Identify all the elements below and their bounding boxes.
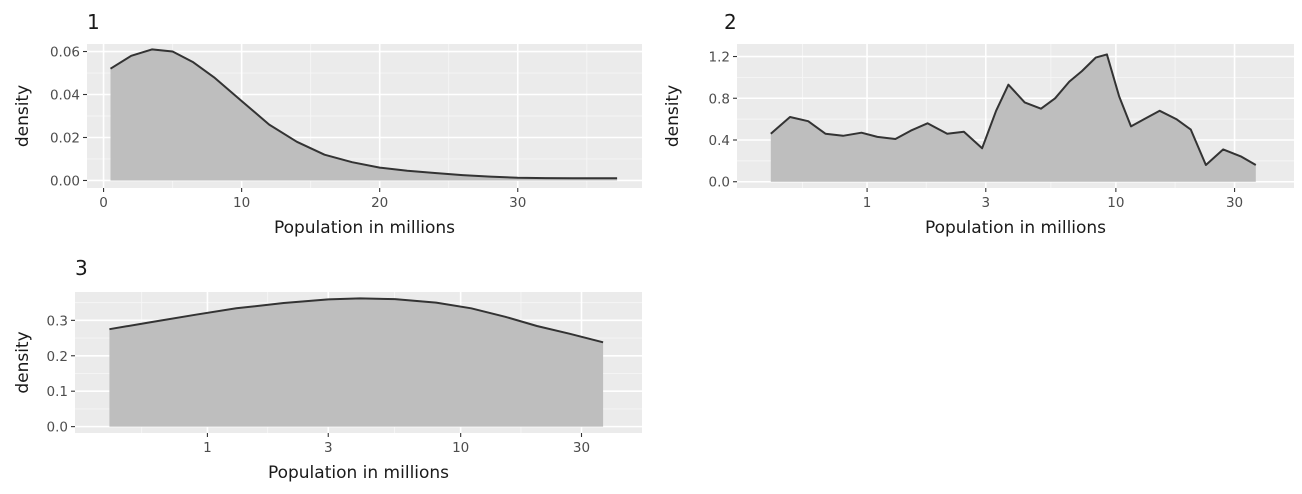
y-tick-label: 0.00: [50, 173, 80, 189]
x-tick-label: 30: [573, 440, 590, 456]
x-tick-label: 3: [324, 440, 333, 456]
x-tick-label: 10: [452, 440, 469, 456]
density-area: [109, 298, 604, 427]
panel-1: 0 10 20 30 0.00 0.02 0.04 0.06 1 Population in mi…: [13, 10, 642, 238]
y-axis-title: density: [663, 85, 683, 147]
y-tick-label: 0.02: [50, 130, 80, 146]
y-tick-label: 0.04: [50, 88, 80, 104]
x-axis-title: Population in millions: [274, 218, 455, 238]
panel-2: 1 3 10 30 0.0 0.4 0.8 1.2 2 Population in million…: [663, 10, 1294, 238]
x-axis-title: Population in millions: [925, 218, 1106, 238]
y-axis-title: density: [13, 331, 33, 393]
x-tick-label: 3: [981, 195, 990, 211]
y-tick-label: 0.4: [709, 133, 730, 149]
x-tick-label: 30: [509, 195, 526, 211]
x-axis-title: Population in millions: [268, 463, 449, 483]
y-tick-label: 0.06: [50, 45, 80, 61]
density-area: [110, 49, 618, 181]
density-line: [770, 53, 1257, 166]
density-line: [109, 48, 618, 180]
y-tick-label: 0.8: [709, 91, 730, 107]
x-tick-label: 10: [233, 195, 250, 211]
x-tick-label: 1: [863, 195, 872, 211]
panel-title: 2: [724, 10, 737, 34]
y-axis-title: density: [13, 85, 33, 147]
density-area: [770, 54, 1256, 182]
x-tick-label: 20: [371, 195, 388, 211]
y-tick-label: 0.1: [47, 384, 68, 400]
panel-3: 1 3 10 30 0.0 0.1 0.2 0.3 3 Population in million…: [13, 256, 642, 483]
y-tick-label: 0.0: [709, 175, 730, 191]
x-tick-label: 0: [99, 195, 108, 211]
panel-title: 3: [75, 256, 88, 280]
density-line: [109, 297, 604, 344]
x-tick-label: 30: [1226, 195, 1243, 211]
x-tick-label: 10: [1107, 195, 1124, 211]
y-tick-label: 0.2: [47, 349, 68, 365]
y-tick-label: 0.0: [47, 420, 68, 436]
x-tick-label: 1: [203, 440, 212, 456]
panel-title: 1: [87, 10, 100, 34]
y-tick-label: 0.3: [47, 313, 68, 329]
y-tick-label: 1.2: [709, 50, 730, 66]
